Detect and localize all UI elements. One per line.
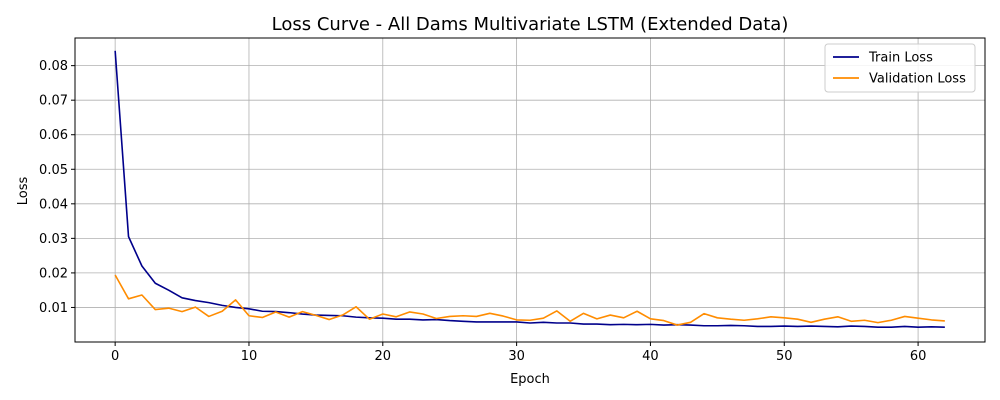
y-tick-label: 0.01 — [39, 301, 68, 316]
series-lines — [114, 50, 945, 328]
x-tick-label: 60 — [910, 349, 927, 364]
x-tick-label: 50 — [776, 349, 793, 364]
legend-box — [824, 43, 976, 93]
y-tick-label: 0.06 — [39, 128, 68, 143]
series-line-train-loss — [114, 50, 945, 328]
axis-ticks: 0 10 20 30 40 50 60 0.01 0.02 0.03 0.04 0.05 0.06 0.0… — [39, 59, 926, 364]
series-line-validation-loss — [114, 274, 945, 326]
chart-title: Loss Curve - All Dams Multivariate LSTM … — [272, 14, 789, 35]
legend: Train Loss Validation Loss — [824, 43, 976, 93]
y-tick-label: 0.02 — [39, 266, 68, 281]
x-tick-label: 20 — [375, 349, 392, 364]
x-axis-label: Epoch — [510, 372, 550, 387]
x-tick-label: 10 — [241, 349, 258, 364]
x-tick-label: 0 — [111, 349, 119, 364]
legend-entry-label: Train Loss — [868, 51, 933, 66]
y-axis-label: Loss — [16, 177, 31, 206]
y-tick-label: 0.07 — [39, 94, 68, 109]
plot-frame — [74, 37, 986, 343]
grid-lines — [75, 38, 985, 342]
y-tick-label: 0.08 — [39, 59, 68, 74]
legend-entry-label: Validation Loss — [869, 72, 966, 87]
y-tick-label: 0.03 — [39, 232, 68, 247]
x-tick-label: 30 — [508, 349, 525, 364]
x-tick-label: 40 — [642, 349, 659, 364]
y-tick-label: 0.05 — [39, 163, 68, 178]
y-tick-label: 0.04 — [39, 197, 68, 212]
